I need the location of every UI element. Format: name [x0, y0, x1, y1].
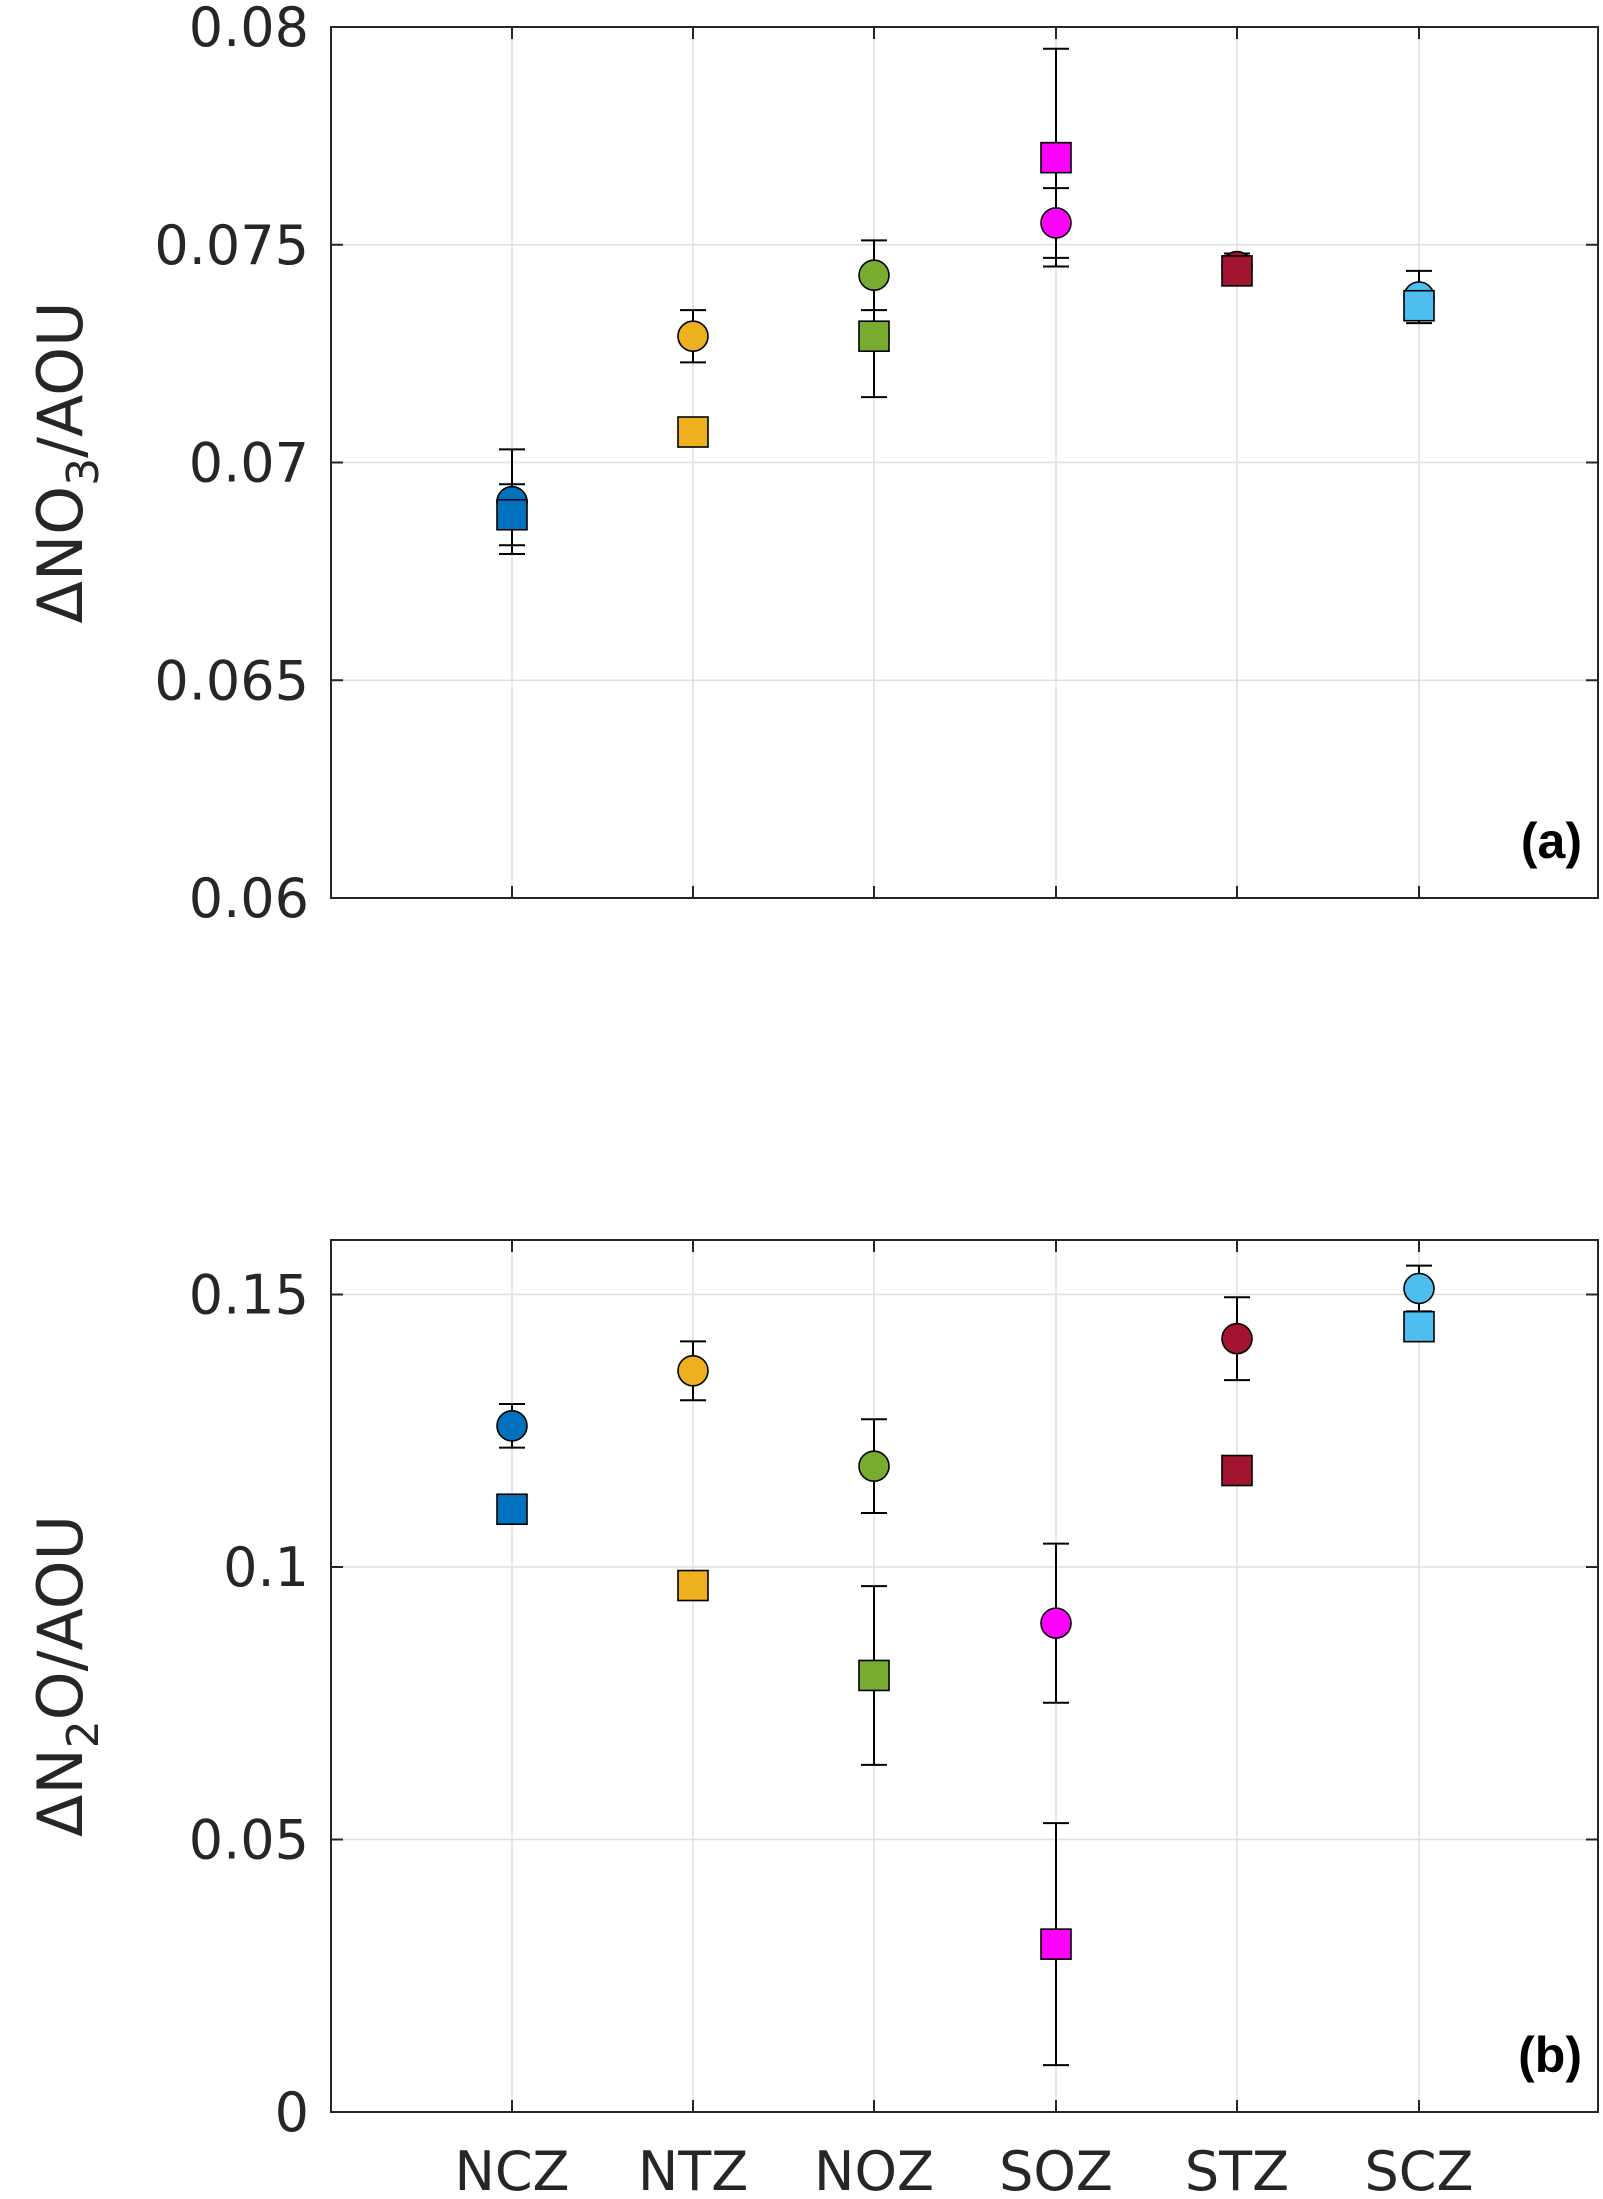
point-square-ncz [496, 1493, 528, 1526]
y-axis-label-b: ΔN2O/AOU [24, 1515, 109, 1837]
point-square-noz [858, 1659, 890, 1692]
point-circle-stz [1221, 1322, 1253, 1355]
point-circle-ncz [496, 1410, 528, 1442]
point-square-stz [1221, 255, 1253, 287]
point-square-stz [1221, 1454, 1253, 1487]
x-tick-label-scz: SCZ [1365, 2140, 1474, 2199]
x-tick-label-ncz: NCZ [454, 2140, 569, 2199]
point-circle-soz [1040, 207, 1072, 239]
point-circle-ntz [677, 320, 709, 353]
axes-box-b [330, 1239, 1599, 2113]
panel-b: 0 0.05 0.1 0.15 NCZ NTZ NOZ SOZ STZ SCZ ΔN2O/AOU (b… [24, 1239, 1599, 2199]
point-square-noz [858, 320, 890, 353]
y-tick-label: 0.07 [189, 432, 309, 495]
y-tick-label: 0.06 [189, 867, 309, 930]
x-tick-label-noz: NOZ [814, 2140, 934, 2199]
point-circle-soz [1040, 1607, 1072, 1639]
point-circle-noz [858, 1450, 890, 1482]
point-square-ntz [677, 416, 709, 448]
panel-a: 0.06 0.065 0.07 0.075 0.08 ΔNO3/AOU (a) [24, 0, 1599, 930]
y-tick-label: 0.05 [189, 1809, 309, 1872]
point-square-scz [1403, 1310, 1435, 1343]
x-tick-label-ntz: NTZ [638, 2140, 748, 2199]
y-axis-label-a: ΔNO3/AOU [24, 302, 109, 624]
point-square-scz [1403, 289, 1435, 322]
y-tick-label: 0.075 [154, 214, 309, 277]
x-tick-label-stz: STZ [1185, 2140, 1289, 2199]
point-square-ntz [677, 1569, 709, 1602]
panel-label-b: (b) [1518, 2027, 1582, 2083]
y-tick-label: 0.08 [189, 0, 309, 59]
point-circle-noz [858, 259, 890, 292]
point-square-ncz [496, 498, 528, 531]
y-tick-label: 0.1 [223, 1536, 309, 1599]
point-circle-ntz [677, 1355, 709, 1387]
x-tick-label-soz: SOZ [999, 2140, 1113, 2199]
y-tick-label: 0.15 [189, 1264, 309, 1327]
y-tick-label: 0 [275, 2081, 309, 2144]
y-tick-label: 0.065 [154, 649, 309, 712]
point-square-soz [1040, 1928, 1072, 1960]
panel-label-a: (a) [1521, 813, 1582, 869]
point-circle-scz [1403, 1272, 1435, 1305]
point-square-soz [1040, 141, 1072, 174]
